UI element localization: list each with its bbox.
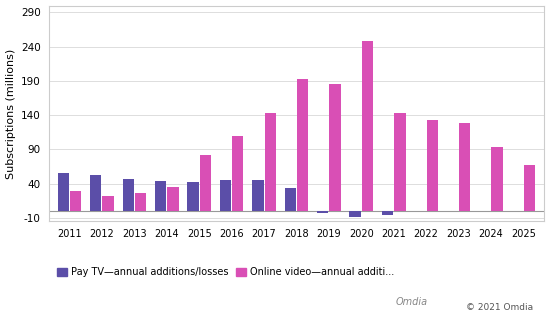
Bar	[427, 120, 438, 211]
Bar	[317, 211, 328, 213]
Bar	[102, 196, 114, 211]
Bar	[297, 79, 309, 211]
Bar	[232, 136, 244, 211]
Bar	[123, 179, 134, 211]
Bar	[70, 191, 81, 211]
Bar	[220, 180, 231, 211]
Bar	[200, 155, 211, 211]
Bar	[329, 84, 340, 211]
Bar	[90, 175, 102, 211]
Bar	[459, 124, 470, 211]
Bar	[362, 41, 373, 211]
Legend: Pay TV—annual additions/losses, Online video—annual additi...: Pay TV—annual additions/losses, Online v…	[53, 264, 398, 281]
Bar	[135, 193, 146, 211]
Bar	[155, 181, 166, 211]
Text: Omdia: Omdia	[396, 297, 428, 307]
Y-axis label: Subscriptions (millions): Subscriptions (millions)	[6, 48, 15, 179]
Bar	[285, 188, 296, 211]
Bar	[492, 147, 503, 211]
Bar	[524, 165, 535, 211]
Bar	[58, 173, 69, 211]
Bar	[167, 187, 179, 211]
Bar	[394, 113, 405, 211]
Bar	[349, 211, 361, 216]
Bar	[252, 180, 263, 211]
Text: © 2021 Omdia: © 2021 Omdia	[466, 303, 534, 312]
Bar	[188, 182, 199, 211]
Bar	[382, 211, 393, 214]
Bar	[265, 113, 276, 211]
